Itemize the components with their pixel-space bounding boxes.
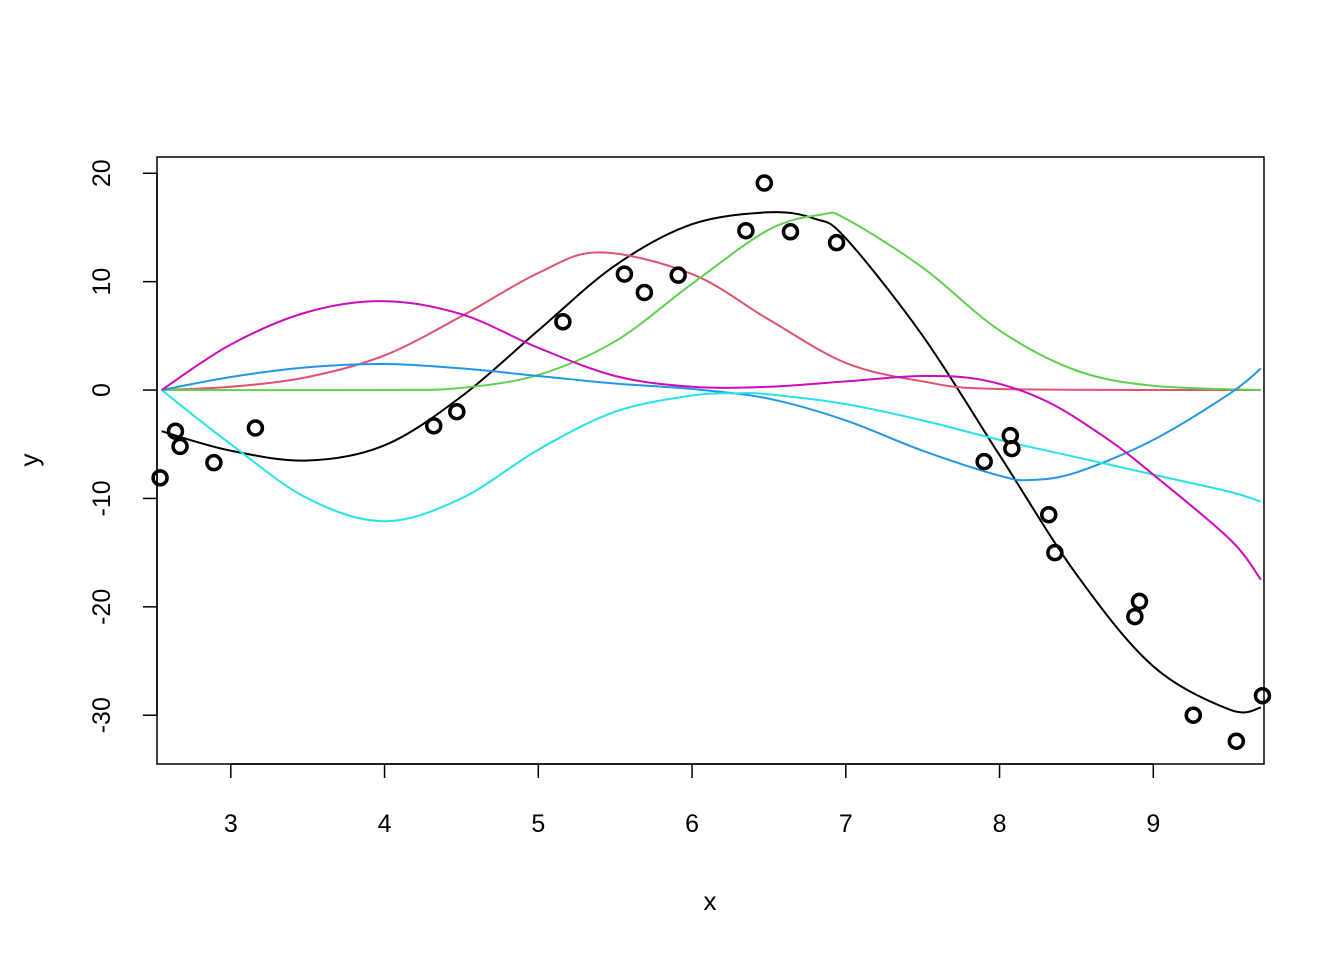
- series-line-4: [161, 362, 1262, 482]
- x-tick-label: 3: [224, 810, 238, 838]
- data-point: [1227, 732, 1246, 750]
- y-tick-label: 20: [88, 159, 116, 187]
- data-point: [669, 266, 687, 284]
- x-tick-label: 6: [685, 810, 699, 838]
- x-axis-label: x: [704, 886, 717, 916]
- data-point: [755, 174, 774, 192]
- series-line-1: [161, 211, 1262, 714]
- y-axis: -30 -20 -10 0 10 20: [88, 159, 158, 733]
- y-tick-label: 10: [88, 268, 116, 296]
- x-tick-label: 4: [378, 810, 392, 838]
- data-point: [448, 402, 466, 421]
- x-axis: 3 4 5 6 7 8 9: [224, 763, 1160, 838]
- data-point: [1130, 592, 1149, 611]
- data-point: [246, 419, 265, 437]
- data-point: [781, 223, 800, 241]
- data-point: [737, 221, 755, 240]
- data-point: [1253, 686, 1272, 705]
- series-line-2: [161, 251, 1261, 392]
- points-layer: [151, 174, 1272, 750]
- data-point: [827, 233, 846, 252]
- data-point: [205, 453, 223, 472]
- data-point: [1184, 706, 1203, 724]
- series-layer: [160, 211, 1262, 714]
- y-tick-label: -30: [88, 697, 116, 733]
- series-line-3: [161, 211, 1261, 392]
- x-tick-label: 8: [993, 810, 1007, 838]
- y-tick-label: 0: [88, 383, 116, 397]
- series-line-5: [160, 389, 1262, 523]
- series-line-6: [161, 300, 1262, 581]
- data-point: [1040, 505, 1058, 524]
- data-point: [425, 417, 443, 435]
- data-point: [1003, 439, 1021, 458]
- data-point: [615, 265, 634, 283]
- data-point: [166, 422, 185, 440]
- y-axis-label: y: [14, 454, 44, 467]
- data-point: [151, 469, 169, 487]
- x-tick-label: 5: [531, 810, 545, 838]
- data-point: [1126, 607, 1144, 626]
- data-point: [975, 452, 993, 471]
- data-point: [171, 437, 189, 456]
- data-point: [1046, 543, 1064, 562]
- y-tick-label: -10: [88, 480, 116, 516]
- data-point: [635, 283, 654, 302]
- x-tick-label: 7: [839, 810, 853, 838]
- y-tick-label: -20: [88, 589, 116, 625]
- data-point: [554, 313, 572, 331]
- x-tick-label: 9: [1146, 810, 1160, 838]
